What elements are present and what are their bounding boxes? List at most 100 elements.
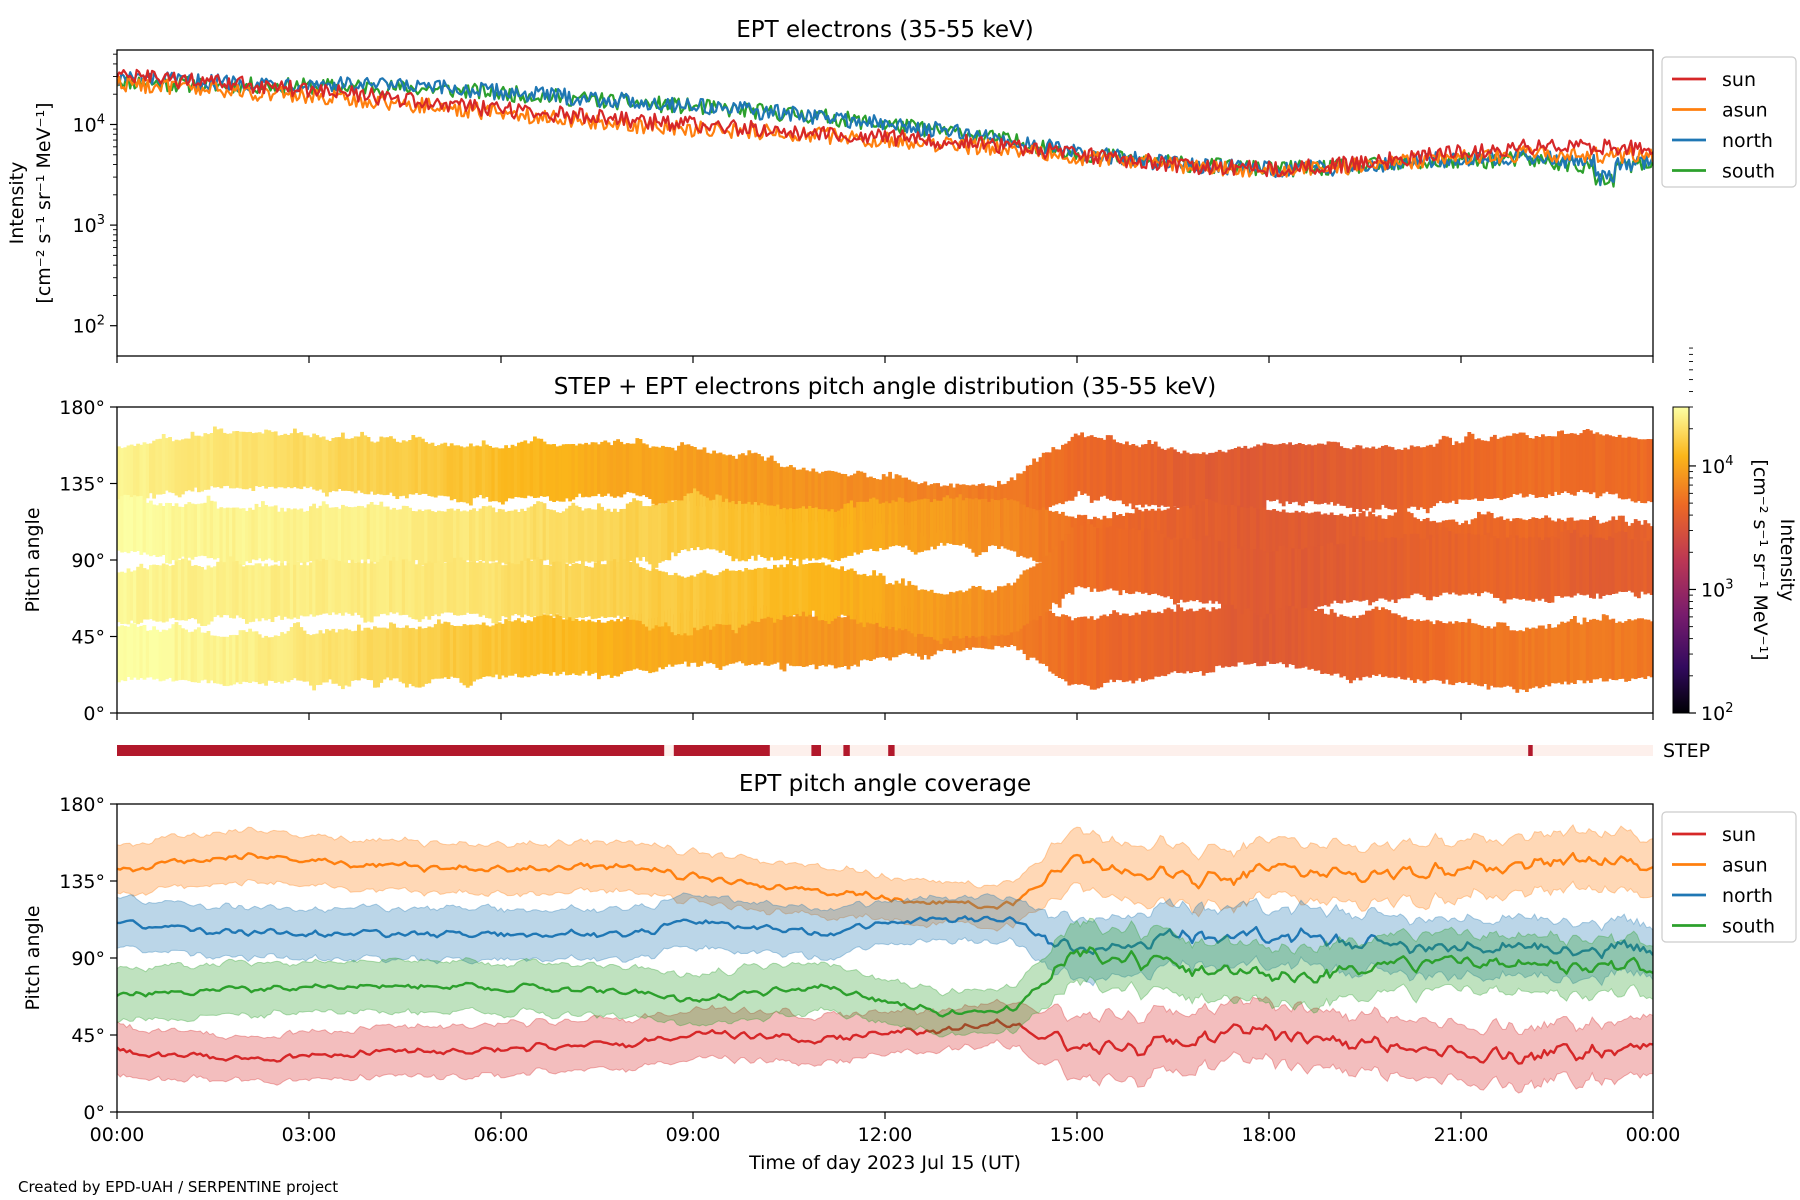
heatmap-cell-south bbox=[222, 562, 227, 615]
heatmap-cell-south bbox=[1077, 525, 1081, 587]
heatmap-cell-asun bbox=[437, 445, 441, 496]
heatmap-cell-north bbox=[683, 496, 688, 550]
heatmap-cell-sun bbox=[504, 619, 508, 678]
heatmap-cell-north bbox=[513, 509, 518, 571]
heatmap-cell-asun bbox=[1237, 446, 1241, 516]
heatmap-cell-asun bbox=[792, 467, 796, 523]
heatmap-cell-sun bbox=[1525, 627, 1529, 692]
heatmap-cell-south bbox=[558, 561, 563, 616]
heatmap-cell-asun bbox=[1544, 436, 1548, 499]
heatmap-cell-asun bbox=[667, 447, 672, 503]
heatmap-cell-asun bbox=[315, 435, 320, 491]
heatmap-cell-north bbox=[798, 508, 803, 562]
heatmap-cell-asun bbox=[549, 444, 553, 501]
heatmap-cell-south bbox=[232, 561, 236, 619]
heatmap-cell-sun bbox=[293, 623, 297, 679]
heatmap-cell-south bbox=[590, 567, 595, 620]
heatmap-cell-north bbox=[485, 506, 489, 564]
heatmap-cell-north bbox=[891, 500, 896, 547]
heatmap-cell-north bbox=[424, 509, 428, 569]
heatmap-cell-south bbox=[1166, 537, 1171, 597]
heatmap-cell-asun bbox=[843, 474, 848, 529]
heatmap-cell-sun bbox=[849, 617, 854, 667]
heatmap-cell-south bbox=[552, 561, 556, 617]
heatmap-cell-south bbox=[725, 568, 729, 625]
heatmap-cell-north bbox=[168, 503, 172, 564]
heatmap-cell-sun bbox=[1445, 623, 1449, 680]
heatmap-cell-asun bbox=[366, 437, 371, 495]
heatmap-cell-south bbox=[1470, 534, 1475, 595]
heatmap-cell-asun bbox=[229, 433, 233, 489]
heatmap-cell-asun bbox=[382, 437, 387, 496]
heatmap-cell-asun bbox=[789, 465, 793, 524]
heatmap-cell-south bbox=[622, 559, 627, 617]
x-tick-label: 00:00 bbox=[1626, 1124, 1681, 1146]
heatmap-cell-south bbox=[609, 561, 614, 618]
heatmap-cell-asun bbox=[1633, 437, 1638, 503]
heatmap-cell-asun bbox=[1278, 443, 1283, 504]
heatmap-cell-sun bbox=[1502, 622, 1507, 687]
heatmap-cell-asun bbox=[360, 431, 364, 493]
heatmap-cell-south bbox=[808, 563, 812, 615]
heatmap-cell-asun bbox=[1150, 444, 1155, 505]
heatmap-cell-sun bbox=[1080, 616, 1084, 685]
heatmap-cell-sun bbox=[683, 613, 688, 662]
heatmap-cell-asun bbox=[686, 444, 691, 504]
heatmap-cell-asun bbox=[1230, 449, 1235, 518]
heatmap-cell-sun bbox=[155, 629, 160, 679]
heatmap-cell-south bbox=[1320, 545, 1324, 607]
heatmap-cell-south bbox=[1006, 583, 1011, 636]
heatmap-cell-south bbox=[1086, 524, 1091, 588]
heatmap-cell-sun bbox=[1173, 611, 1177, 672]
heatmap-cell-north bbox=[542, 503, 547, 561]
heatmap-cell-sun bbox=[229, 635, 233, 686]
heatmap-cell-sun bbox=[1041, 603, 1046, 664]
heatmap-cell-sun bbox=[568, 615, 572, 675]
colorbar-label-2: [cm⁻² s⁻¹ sr⁻¹ MeV⁻¹] bbox=[1749, 459, 1771, 660]
heatmap-cell-sun bbox=[561, 619, 566, 672]
heatmap-cell-sun bbox=[133, 624, 137, 678]
y-tick-label: 135° bbox=[59, 474, 105, 496]
heatmap-cell-south bbox=[574, 563, 579, 619]
heatmap-cell-north bbox=[1320, 514, 1324, 571]
heatmap-cell-asun bbox=[1275, 444, 1280, 500]
heatmap-cell-asun bbox=[1493, 434, 1497, 499]
heatmap-cell-sun bbox=[1576, 622, 1580, 681]
heatmap-cell-asun bbox=[709, 453, 713, 507]
heatmap-cell-south bbox=[926, 591, 931, 637]
heatmap-cell-asun bbox=[1195, 453, 1200, 514]
heatmap-cell-south bbox=[485, 562, 489, 618]
heatmap-cell-sun bbox=[545, 613, 550, 674]
heatmap-cell-sun bbox=[1070, 620, 1075, 685]
heatmap-cell-south bbox=[296, 562, 300, 619]
heatmap-cell-asun bbox=[1368, 448, 1372, 508]
heatmap-cell-sun bbox=[1061, 614, 1065, 680]
heatmap-cell-asun bbox=[1259, 445, 1264, 511]
heatmap-cell-north bbox=[462, 510, 467, 565]
heatmap-cell-south bbox=[1262, 551, 1267, 619]
heatmap-cell-north bbox=[385, 506, 390, 563]
heatmap-cell-asun bbox=[677, 445, 681, 502]
heatmap-cell-south bbox=[366, 563, 371, 622]
heatmap-cell-asun bbox=[1537, 437, 1542, 498]
heatmap-cell-north bbox=[1198, 501, 1203, 566]
panel-b-x-ticks bbox=[116, 713, 1654, 720]
heatmap-cell-sun bbox=[1537, 625, 1542, 689]
heatmap-cell-south bbox=[600, 564, 604, 617]
heatmap-cell-asun bbox=[1067, 441, 1072, 501]
heatmap-cell-asun bbox=[715, 453, 720, 506]
heatmap-cell-asun bbox=[1384, 445, 1388, 508]
heatmap-cell-sun bbox=[1457, 622, 1462, 683]
step-strip-background bbox=[117, 745, 1653, 756]
heatmap-cell-north bbox=[571, 502, 576, 563]
heatmap-cell-asun bbox=[689, 446, 694, 502]
heatmap-cell-south bbox=[728, 570, 732, 625]
heatmap-cell-south bbox=[1413, 533, 1417, 594]
heatmap-cell-asun bbox=[1441, 435, 1446, 503]
heatmap-cell-south bbox=[933, 592, 937, 640]
heatmap-cell-asun bbox=[536, 438, 540, 498]
heatmap-cell-asun bbox=[1182, 450, 1187, 519]
heatmap-cell-sun bbox=[1160, 613, 1164, 676]
heatmap-cell-south bbox=[1502, 535, 1507, 604]
heatmap-cell-south bbox=[584, 566, 588, 617]
